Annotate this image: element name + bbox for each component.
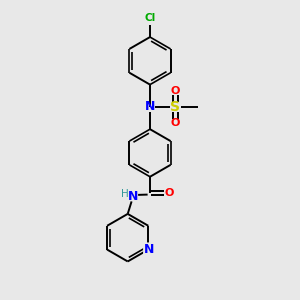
Text: O: O [171, 85, 180, 96]
Text: O: O [171, 118, 180, 128]
Text: N: N [144, 243, 154, 256]
Text: S: S [170, 100, 180, 114]
Text: Cl: Cl [144, 13, 156, 23]
Text: H: H [121, 189, 129, 199]
Text: N: N [145, 100, 155, 113]
Text: O: O [165, 188, 174, 198]
Text: N: N [128, 190, 138, 202]
